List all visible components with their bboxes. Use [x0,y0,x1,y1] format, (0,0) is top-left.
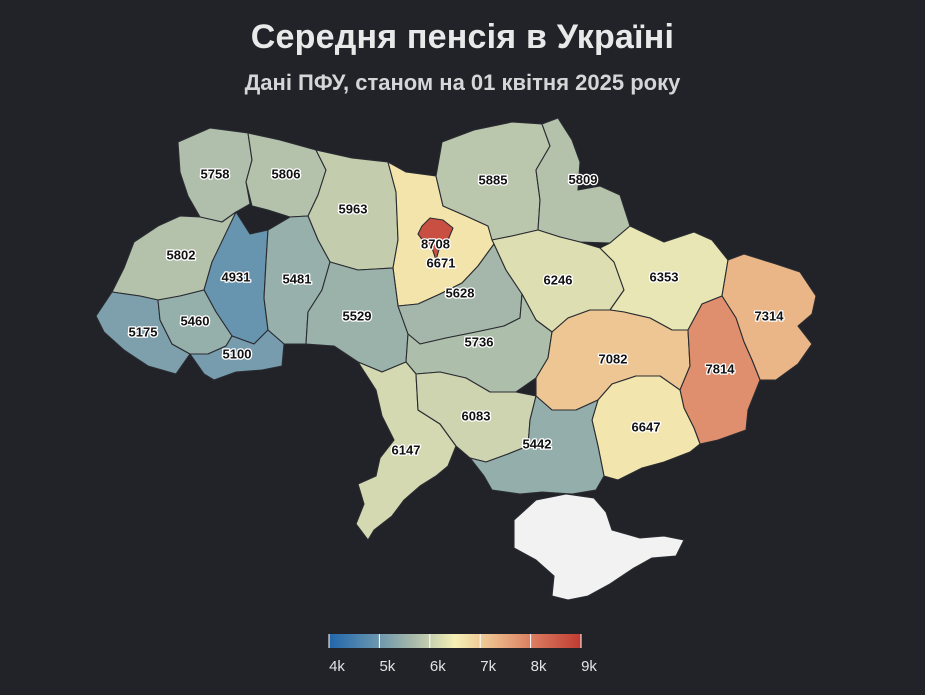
region-value-label: 7314 [755,308,785,323]
region-value-label: 6083 [462,408,491,423]
region-value-label: 5529 [343,308,372,323]
region-value-label: 5481 [283,271,312,286]
region-value-label: 6246 [544,272,573,287]
region-chernivtsi[interactable] [189,329,285,381]
region-value-label: 6147 [392,442,421,457]
region-value-label: 7082 [599,351,628,366]
region-value-label: 5885 [479,172,508,187]
region-kherson[interactable] [469,395,605,495]
region-value-label: 7814 [706,361,736,376]
region-kyiv-city[interactable] [417,217,454,261]
legend-tick-label: 9k [581,658,597,675]
region-value-label: 6647 [632,419,661,434]
region-value-label: 8708 [421,236,450,251]
region-value-label: 5100 [223,346,252,361]
region-value-label: 5963 [339,201,368,216]
region-value-label: 4931 [222,269,251,284]
legend-tick-label: 8k [530,658,547,675]
legend-tick-label: 7k [480,658,497,675]
region-volyn[interactable] [177,127,253,223]
region-value-label: 5736 [465,334,494,349]
map-subtitle: Дані ПФУ, станом на 01 квітня 2025 року [244,70,681,95]
region-value-label: 5442 [523,436,552,451]
region-value-label: 5809 [569,172,598,187]
region-value-label: 6671 [427,255,456,270]
legend-colorbar [329,634,581,648]
region-value-label: 5628 [446,285,475,300]
legend-tick-label: 5k [379,658,396,675]
region-value-label: 5758 [201,166,230,181]
map-title: Середня пенсія в Україні [250,18,675,56]
region-value-label: 5175 [129,324,158,339]
legend-tick-label: 4k [329,658,345,675]
legend-tick-label: 6k [429,658,446,675]
region-value-label: 5806 [272,166,301,181]
region-value-label: 5802 [167,247,196,262]
region-zakarpattia[interactable] [95,291,191,375]
region-crimea[interactable] [513,493,685,601]
region-value-label: 5460 [181,313,210,328]
region-value-label: 6353 [650,269,679,284]
